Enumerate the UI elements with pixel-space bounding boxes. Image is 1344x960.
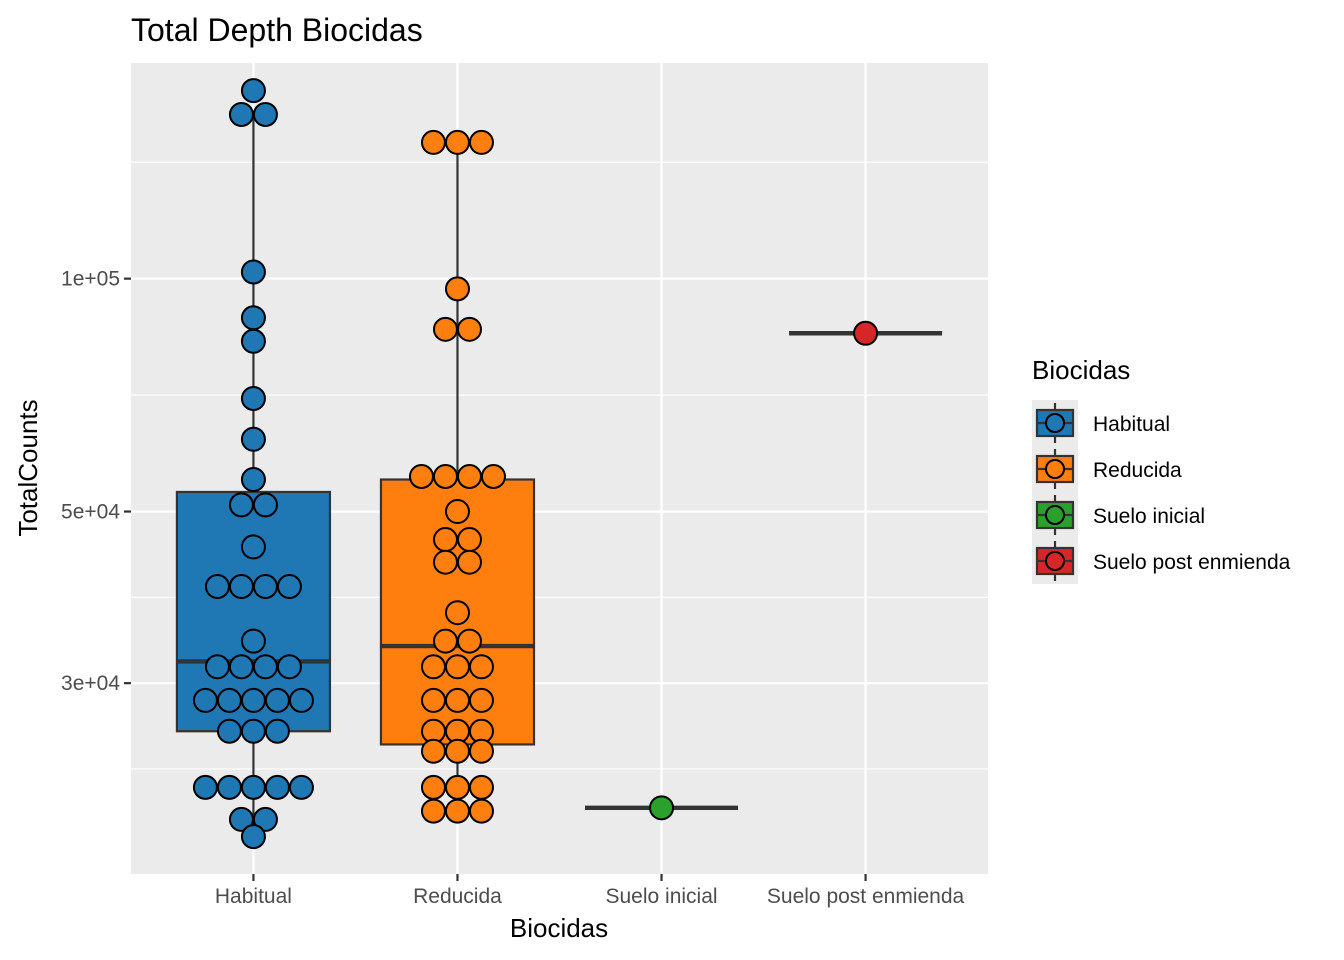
data-point bbox=[228, 101, 254, 127]
y-tick-label: 5e+04 bbox=[61, 501, 120, 524]
x-tick-label: Reducida bbox=[413, 885, 502, 908]
data-point bbox=[420, 738, 446, 764]
legend-label: Suelo inicial bbox=[1093, 505, 1205, 528]
data-point bbox=[468, 129, 494, 155]
chart-title: Total Depth Biocidas bbox=[131, 12, 423, 48]
data-point bbox=[456, 463, 482, 489]
data-point bbox=[432, 316, 458, 342]
data-point bbox=[288, 774, 314, 800]
data-point bbox=[276, 574, 302, 600]
data-point bbox=[240, 467, 266, 493]
legend: Biocidas Habitual Reducida Suelo inicial Su… bbox=[1032, 355, 1291, 584]
x-tick-label: Suelo inicial bbox=[605, 885, 717, 908]
y-axis: 3e+04 5e+04 1e+05 bbox=[61, 268, 131, 695]
data-point bbox=[444, 276, 470, 302]
data-point bbox=[480, 463, 506, 489]
data-point bbox=[432, 463, 458, 489]
data-point bbox=[228, 654, 254, 680]
data-point bbox=[252, 492, 278, 518]
data-point bbox=[444, 600, 470, 626]
legend-label: Suelo post enmienda bbox=[1093, 551, 1291, 574]
data-point bbox=[240, 426, 266, 452]
data-point bbox=[444, 499, 470, 525]
data-point bbox=[240, 774, 266, 800]
data-point bbox=[420, 687, 446, 713]
y-axis-title: TotalCounts bbox=[13, 399, 43, 536]
data-point bbox=[649, 795, 675, 821]
legend-label: Reducida bbox=[1093, 459, 1182, 482]
data-point bbox=[432, 549, 458, 575]
data-point bbox=[240, 534, 266, 560]
data-point bbox=[264, 718, 290, 744]
legend-key-dot bbox=[1045, 413, 1065, 433]
data-point bbox=[468, 738, 494, 764]
data-point bbox=[264, 687, 290, 713]
data-point bbox=[228, 574, 254, 600]
legend-title: Biocidas bbox=[1032, 355, 1130, 385]
y-tick-label: 3e+04 bbox=[61, 672, 120, 695]
y-tick-label: 1e+05 bbox=[61, 268, 120, 291]
data-point bbox=[444, 798, 470, 824]
data-point bbox=[192, 687, 218, 713]
data-points bbox=[192, 78, 879, 850]
data-point bbox=[240, 259, 266, 285]
data-point bbox=[420, 798, 446, 824]
data-point bbox=[240, 328, 266, 354]
data-point bbox=[468, 798, 494, 824]
data-point bbox=[252, 654, 278, 680]
legend-label: Habitual bbox=[1093, 413, 1170, 436]
data-point bbox=[216, 687, 242, 713]
legend-key-dot bbox=[1045, 505, 1065, 525]
data-point bbox=[228, 492, 254, 518]
data-point bbox=[444, 654, 470, 680]
data-point bbox=[456, 316, 482, 342]
data-point bbox=[468, 654, 494, 680]
data-point bbox=[444, 738, 470, 764]
data-point bbox=[252, 806, 278, 832]
data-point bbox=[240, 824, 266, 850]
data-point bbox=[204, 654, 230, 680]
data-point bbox=[192, 774, 218, 800]
data-point bbox=[216, 774, 242, 800]
data-point bbox=[444, 774, 470, 800]
data-point bbox=[240, 718, 266, 744]
data-point bbox=[456, 549, 482, 575]
data-point bbox=[456, 628, 482, 654]
data-point bbox=[276, 654, 302, 680]
data-point bbox=[444, 687, 470, 713]
data-point bbox=[468, 774, 494, 800]
data-point bbox=[240, 687, 266, 713]
data-point bbox=[420, 129, 446, 155]
data-point bbox=[853, 320, 879, 346]
data-point bbox=[444, 129, 470, 155]
legend-key-dot bbox=[1045, 551, 1065, 571]
data-point bbox=[252, 574, 278, 600]
legend-key-dot bbox=[1045, 459, 1065, 479]
data-point bbox=[204, 574, 230, 600]
data-point bbox=[240, 385, 266, 411]
data-point bbox=[468, 687, 494, 713]
data-point bbox=[288, 687, 314, 713]
data-point bbox=[240, 628, 266, 654]
x-axis: Habitual Reducida Suelo inicial Suelo post … bbox=[215, 874, 965, 908]
data-point bbox=[252, 101, 278, 127]
data-point bbox=[432, 628, 458, 654]
data-point bbox=[216, 718, 242, 744]
data-point bbox=[420, 774, 446, 800]
data-point bbox=[408, 463, 434, 489]
data-point bbox=[240, 305, 266, 331]
x-tick-label: Suelo post enmienda bbox=[767, 885, 965, 908]
data-point bbox=[456, 527, 482, 553]
x-axis-title: Biocidas bbox=[510, 913, 608, 943]
data-point bbox=[420, 654, 446, 680]
plot-panel bbox=[131, 63, 988, 874]
data-point bbox=[240, 78, 266, 104]
x-tick-label: Habitual bbox=[215, 885, 292, 908]
data-point bbox=[264, 774, 290, 800]
data-point bbox=[432, 527, 458, 553]
